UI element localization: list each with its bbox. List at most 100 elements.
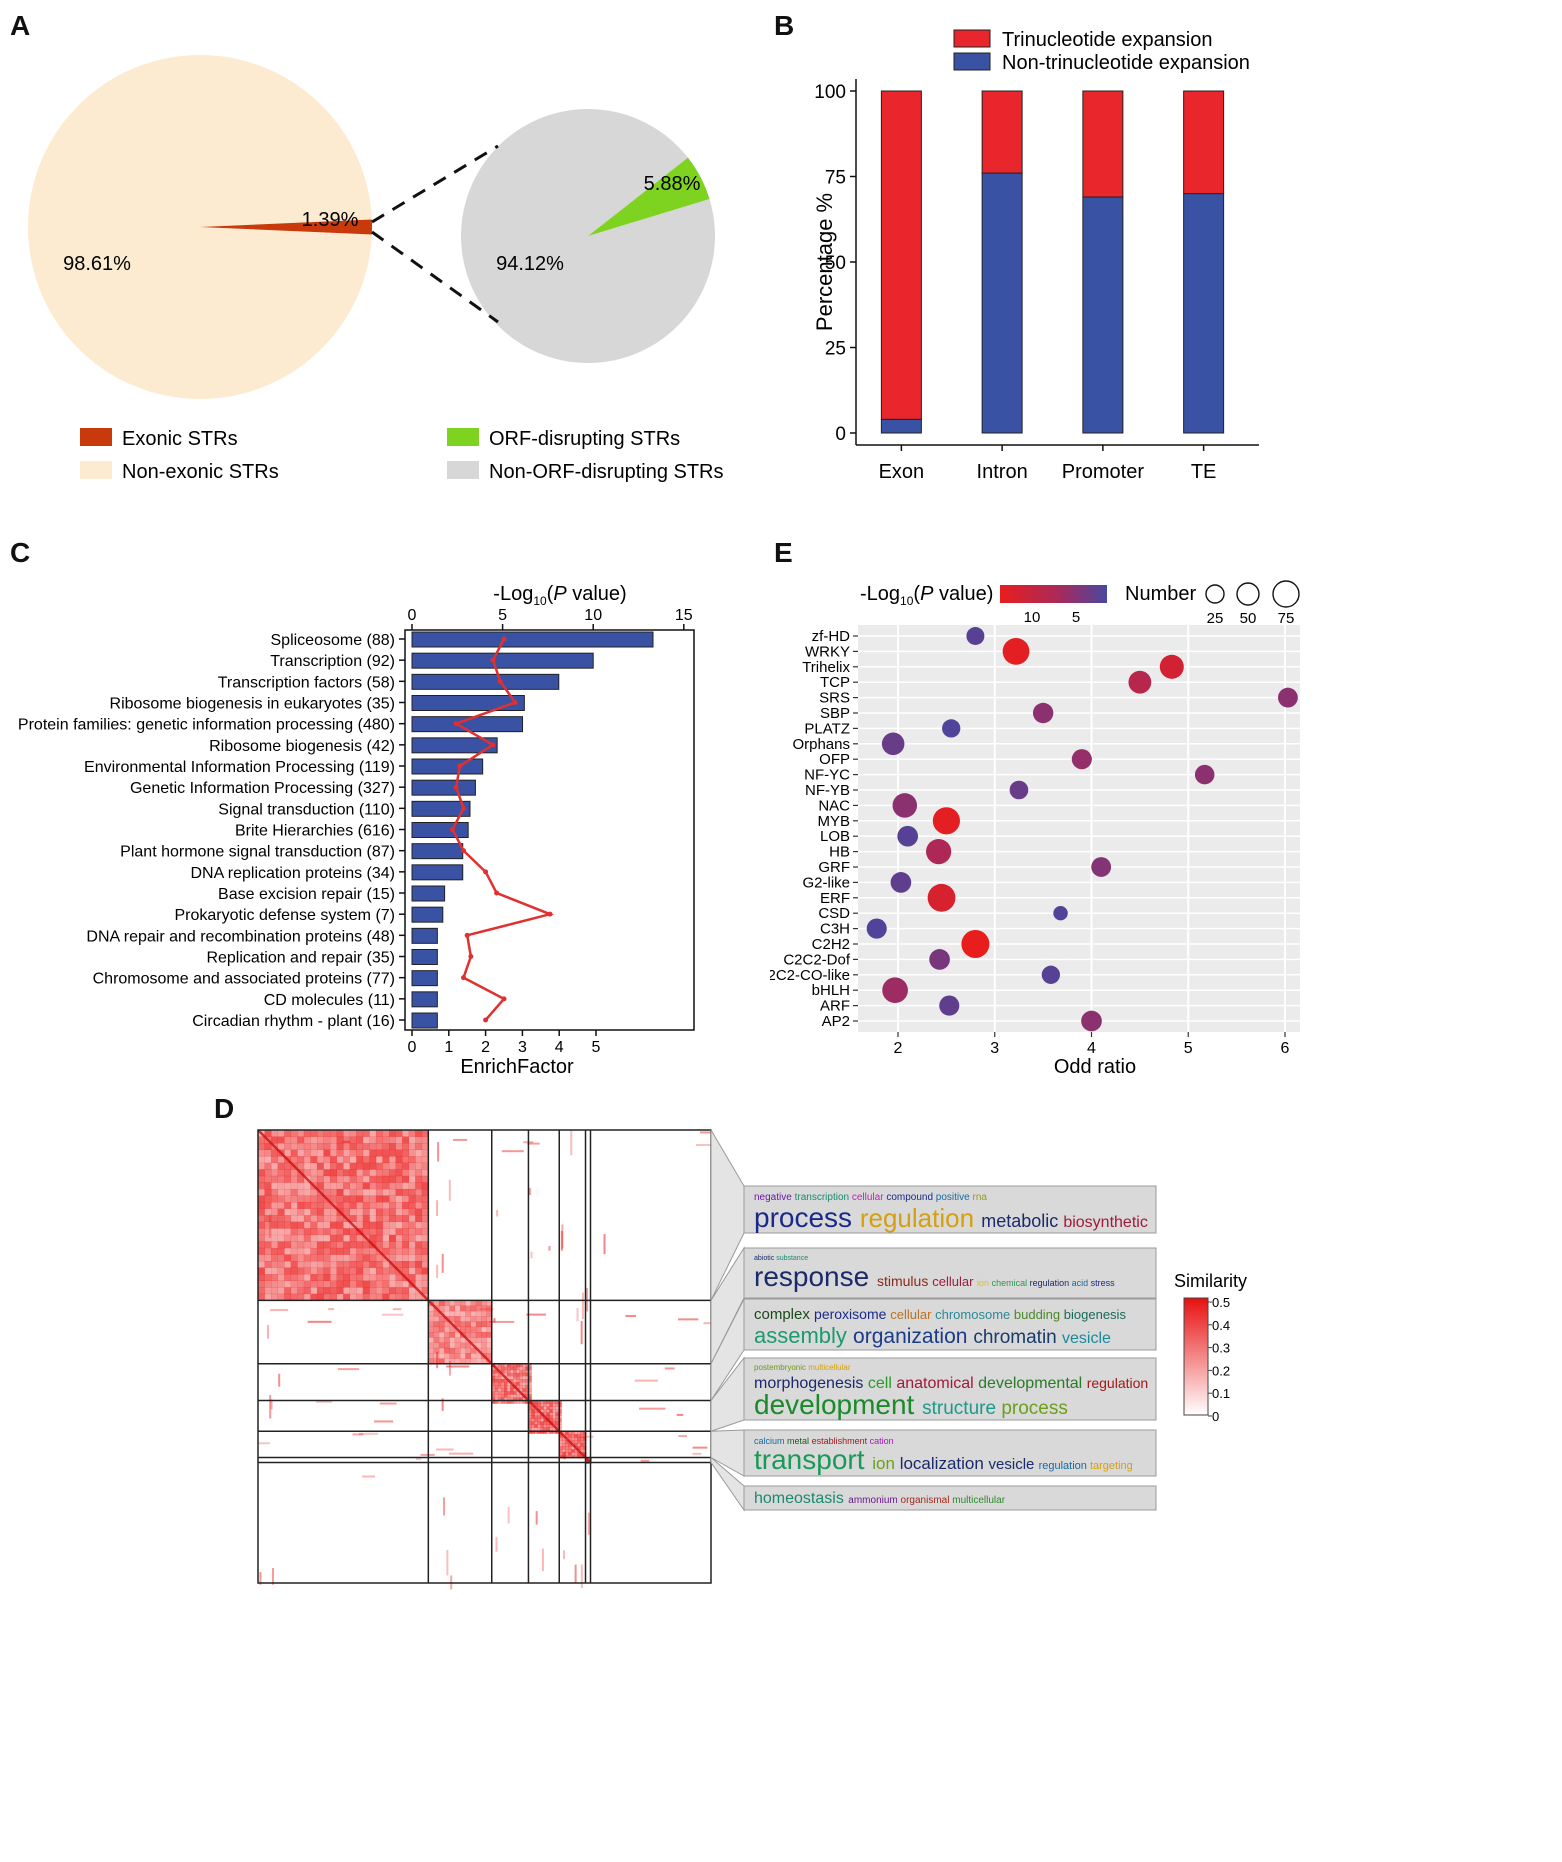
heatmap-cell	[284, 1162, 292, 1170]
color-legend-title: -Log10(P value)	[860, 583, 993, 608]
heatmap-cell	[316, 1247, 324, 1255]
heatmap-cell	[534, 1424, 538, 1428]
heatmap-cell	[395, 1221, 403, 1229]
heatmap-cell	[433, 1358, 440, 1365]
heatmap-cell	[571, 1449, 575, 1453]
data-point	[866, 918, 887, 939]
heatmap-cell	[343, 1267, 351, 1275]
category-label: Ribosome biogenesis in eukaryotes (35)	[110, 696, 395, 713]
heatmap-cell	[395, 1162, 403, 1170]
heatmap-cell	[310, 1247, 318, 1255]
heatmap-cell	[271, 1267, 278, 1275]
heatmap-cell	[356, 1267, 364, 1275]
heatmap-cell	[571, 1446, 575, 1450]
x-tick-label: Exon	[879, 461, 925, 483]
legend-label: Non-exonic STRs	[122, 461, 279, 483]
heatmap-cell	[264, 1175, 272, 1183]
wordcloud-word: calcium	[754, 1436, 785, 1446]
wordcloud-word: acid	[1072, 1278, 1089, 1288]
heatmap-cell	[356, 1215, 364, 1223]
heatmap-cell	[494, 1372, 499, 1377]
bar	[411, 864, 464, 881]
heatmap-cell	[454, 1321, 461, 1328]
heatmap-cell	[510, 1369, 514, 1374]
category-label: LOB	[820, 828, 850, 845]
heatmap-cell	[349, 1156, 357, 1164]
bottom-tick-label: 2	[481, 1039, 490, 1056]
enrichfactor-point	[501, 636, 507, 642]
heatmap-cell	[522, 1391, 526, 1395]
heatmap-cell	[465, 1305, 471, 1312]
heatmap-cell	[549, 1406, 553, 1410]
heatmap-cell	[264, 1254, 272, 1262]
pie-slice-exonic	[200, 219, 372, 235]
heatmap-cell	[271, 1241, 278, 1249]
heatmap-cell	[421, 1188, 429, 1196]
wordcloud-word: organization	[853, 1325, 967, 1348]
heatmap-cell	[389, 1182, 396, 1190]
x-tick-label: 4	[1087, 1040, 1096, 1057]
heatmap-cell	[389, 1228, 396, 1236]
heatmap-cell	[568, 1443, 572, 1447]
wordcloud-word: budding	[1014, 1307, 1060, 1322]
heatmap-diagonal	[490, 1362, 530, 1402]
heatmap-cell	[428, 1347, 434, 1354]
bar	[411, 631, 654, 648]
heatmap-cell	[316, 1234, 324, 1242]
heatmap-cell	[510, 1397, 514, 1401]
heatmap-cell	[310, 1267, 318, 1275]
top-tick-label: 0	[408, 607, 417, 624]
enrichfactor-point	[461, 848, 467, 854]
heatmap-cell	[375, 1188, 383, 1196]
heatmap-cell	[303, 1136, 311, 1144]
heatmap-cell	[356, 1274, 364, 1281]
heatmap-cell	[264, 1188, 272, 1196]
heatmap-cell	[486, 1300, 493, 1306]
heatmap-cell	[402, 1234, 409, 1242]
heatmap-cell	[577, 1443, 581, 1447]
x-tick-label: 2	[894, 1040, 903, 1057]
heatmap-cell	[528, 1366, 532, 1371]
heatmap-cell	[475, 1300, 482, 1306]
heatmap-cell	[258, 1208, 265, 1216]
similarity-legend-tick-label: 0.4	[1212, 1318, 1230, 1333]
heatmap-cell	[503, 1366, 508, 1371]
stacked-bar-segment	[981, 90, 1023, 174]
heatmap-cell	[421, 1274, 429, 1281]
bar	[411, 652, 594, 669]
heatmap-cell	[395, 1208, 403, 1216]
data-point	[926, 838, 952, 865]
heatmap-cell	[555, 1406, 559, 1410]
heatmap-cell	[316, 1162, 324, 1170]
data-point	[942, 719, 961, 738]
heatmap-cell	[395, 1215, 403, 1223]
heatmap-streak	[526, 1313, 546, 1316]
heatmap-cell	[258, 1175, 265, 1183]
heatmap-cell	[444, 1305, 450, 1312]
x-tick-label: 6	[1281, 1040, 1290, 1057]
category-label: Signal transduction (110)	[218, 801, 395, 818]
heatmap-cell	[356, 1202, 364, 1209]
heatmap-streak	[479, 1308, 494, 1311]
heatmap-cell	[565, 1452, 569, 1456]
heatmap-cell	[421, 1162, 429, 1170]
wordcloud-word: ammonium	[848, 1495, 897, 1506]
heatmap-cell	[481, 1305, 487, 1312]
heatmap-cell	[382, 1195, 390, 1203]
heatmap-cell	[277, 1261, 285, 1268]
heatmap-cell	[330, 1162, 337, 1170]
heatmap-cell	[271, 1162, 278, 1170]
heatmap-cell	[503, 1363, 508, 1368]
heatmap-cell	[558, 1427, 562, 1431]
category-label: AP2	[822, 1013, 850, 1030]
heatmap-cell	[577, 1437, 581, 1441]
heatmap-cell	[389, 1156, 396, 1164]
data-point	[1071, 749, 1092, 770]
heatmap-cell	[395, 1195, 403, 1203]
wordcloud-word: peroxisome	[814, 1306, 887, 1322]
heatmap-streak	[561, 1224, 564, 1249]
heatmap-cell	[428, 1305, 434, 1312]
heatmap-cell	[537, 1427, 541, 1431]
heatmap-cell	[349, 1274, 357, 1281]
heatmap-cell	[421, 1130, 429, 1137]
